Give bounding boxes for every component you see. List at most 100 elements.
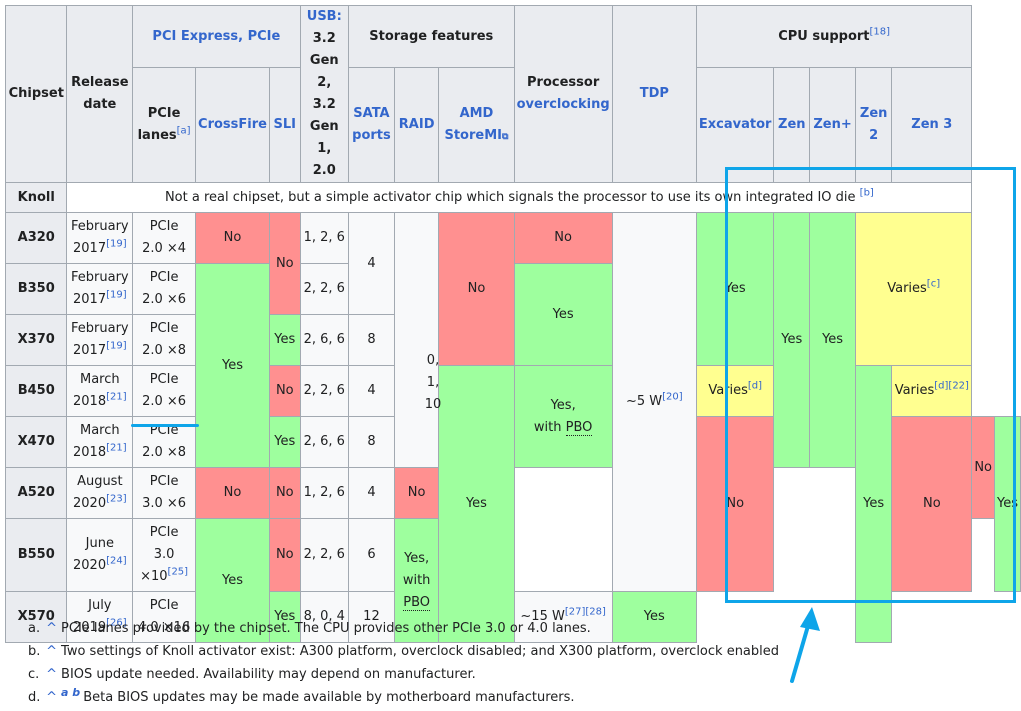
sli-cell: Yes: [268, 416, 301, 468]
row-name: A520: [4, 467, 68, 519]
excavator-cell: No: [695, 416, 775, 592]
sli-cell: Yes: [268, 591, 301, 643]
zen2-zen3-cell: Varies[c]: [855, 212, 973, 366]
highlight-box: [725, 167, 1016, 603]
note-a-link[interactable]: [a]: [176, 125, 191, 137]
release-date: February 2017[19]: [66, 314, 134, 366]
release-date: March 2018[21]: [66, 365, 134, 417]
note-b-link[interactable]: [b]: [859, 187, 874, 199]
footnotes: a. ^ PCIe lanes provided by the chipset. …: [28, 617, 779, 709]
overclock-cell: Yes: [513, 263, 613, 366]
usb-cell: 2, 6, 6: [299, 416, 349, 468]
header-raid[interactable]: RAID: [393, 67, 440, 183]
sli-cell: Yes: [268, 314, 301, 366]
release-date: March 2018[21]: [66, 416, 134, 468]
usb-cell: 2, 2, 6: [299, 365, 349, 417]
row-name: B550: [4, 518, 68, 592]
usb-cell: 8, 0, 4: [299, 591, 349, 643]
header-zen-3[interactable]: Zen 3: [891, 67, 973, 183]
usb-cell: 2, 6, 6: [299, 314, 349, 366]
header-cpu-support: CPU support[18]: [695, 4, 973, 69]
overclock-cell: No: [393, 467, 440, 519]
pcie-lanes: PCIe 2.0 ×6: [132, 263, 197, 315]
crossfire-cell: Yes: [195, 263, 270, 468]
header-zen-2[interactable]: Zen 2: [855, 67, 893, 183]
header-sli[interactable]: SLI: [268, 67, 301, 183]
footnote-a: a. ^ PCIe lanes provided by the chipset. …: [28, 621, 591, 636]
chipset-comparison-table: Chipset Release date PCI Express, PCIe US…: [4, 4, 1021, 643]
sata-cell: 12: [347, 591, 395, 643]
footnote-d: d. ^ a b Beta BIOS updates may be made ava…: [28, 685, 575, 705]
release-date: February 2017[19]: [66, 212, 134, 264]
header-tdp[interactable]: TDP: [611, 5, 697, 183]
header-zen-plus[interactable]: Zen+: [809, 67, 857, 183]
zen-plus-cell: No: [971, 416, 995, 519]
usb-cell: 1, 2, 6: [299, 467, 349, 519]
zen3-cell: Varies[d][22]: [891, 365, 973, 417]
zen2-cell: Yes: [855, 365, 893, 643]
release-date: February 2017[19]: [66, 263, 134, 315]
release-date: August 2020[23]: [66, 467, 134, 519]
pcie-lanes: PCIe 3.0 ×6: [132, 467, 197, 519]
header-processor-overclocking[interactable]: Processor overclocking: [513, 5, 613, 183]
row-name: X570: [4, 591, 68, 643]
sata-cell: 4: [347, 467, 395, 519]
header-pcie-lanes: PCIe lanes[a]: [132, 67, 197, 183]
footnote-b: b. ^ Two settings of Knoll activator exis…: [28, 644, 780, 659]
tdp-cell: ~5 W[20]: [611, 212, 697, 592]
header-zen[interactable]: Zen: [773, 67, 811, 183]
storemi-cell: No: [438, 212, 515, 366]
pcie-lanes: PCIe 2.0 ×4: [132, 212, 197, 264]
zen-cell: Yes: [773, 212, 811, 468]
row-name: A320: [4, 212, 68, 264]
excavator-cell: Varies[d]: [695, 365, 775, 417]
header-crossfire[interactable]: CrossFire: [195, 67, 270, 183]
sli-cell: No: [268, 467, 301, 519]
sli-cell: No: [268, 365, 301, 417]
usb-cell: 2, 2, 6: [299, 518, 349, 592]
header-release-date: Release date: [66, 5, 134, 183]
sli-cell: No: [268, 518, 301, 592]
release-date: July 2019[26]: [66, 591, 134, 643]
external-link-icon: ⧉: [502, 131, 509, 142]
pcie-lanes: PCIe 2.0 ×8: [132, 314, 197, 366]
crossfire-cell: Yes: [195, 518, 270, 643]
pcie-lanes: PCIe 4.0 ×16: [132, 591, 197, 643]
pcie-lanes: PCIe 2.0 ×6: [132, 365, 197, 417]
header-usb[interactable]: USB: 3.2 Gen 2, 3.2 Gen 1, 2.0: [299, 5, 349, 183]
chipset-table-wrapper: Chipset Release date PCI Express, PCIe US…: [4, 4, 1021, 643]
header-sata-ports[interactable]: SATA ports: [347, 67, 395, 183]
sata-cell: 4: [347, 212, 395, 315]
raid-value: 0, 1, 10: [424, 353, 442, 412]
usb-cell: 2, 2, 6: [299, 263, 349, 315]
zen-plus-cell: Yes: [809, 212, 857, 468]
excavator-cell: Yes: [695, 212, 775, 366]
header-amd-storemi[interactable]: AMD StoreMI⧉: [438, 67, 515, 183]
row-knoll-name: Knoll: [4, 182, 68, 213]
zen3-cell: Yes: [994, 416, 1021, 592]
storemi-cell: Yes: [438, 365, 515, 643]
sata-cell: 4: [347, 365, 395, 417]
zen-cell: No: [891, 416, 973, 592]
sata-cell: 8: [347, 416, 395, 468]
row-name: X470: [4, 416, 68, 468]
pcie-lanes: PCIe 3.0 ×10[25]: [132, 518, 197, 592]
crossfire-cell: No: [195, 212, 270, 264]
ref-18[interactable]: [18]: [869, 26, 891, 38]
row-name: X370: [4, 314, 68, 366]
zen-plus-cell: Yes: [611, 591, 697, 643]
pointer-arrow-icon: [790, 607, 820, 683]
highlight-underline: [131, 424, 199, 427]
sata-cell: 6: [347, 518, 395, 592]
row-name: B450: [4, 365, 68, 417]
crossfire-cell: No: [195, 467, 270, 519]
footnote-c: c. ^ BIOS update needed. Availability may…: [28, 667, 476, 682]
sata-cell: 8: [347, 314, 395, 366]
release-date: June 2020[24]: [66, 518, 134, 592]
header-pci-express-group[interactable]: PCI Express, PCIe: [132, 4, 301, 69]
overclock-cell: Yes, with PBO: [393, 518, 440, 643]
header-excavator[interactable]: Excavator: [695, 67, 775, 183]
overclock-cell: Yes, with PBO: [513, 365, 613, 468]
row-name: B350: [4, 263, 68, 315]
header-chipset: Chipset: [4, 5, 68, 183]
